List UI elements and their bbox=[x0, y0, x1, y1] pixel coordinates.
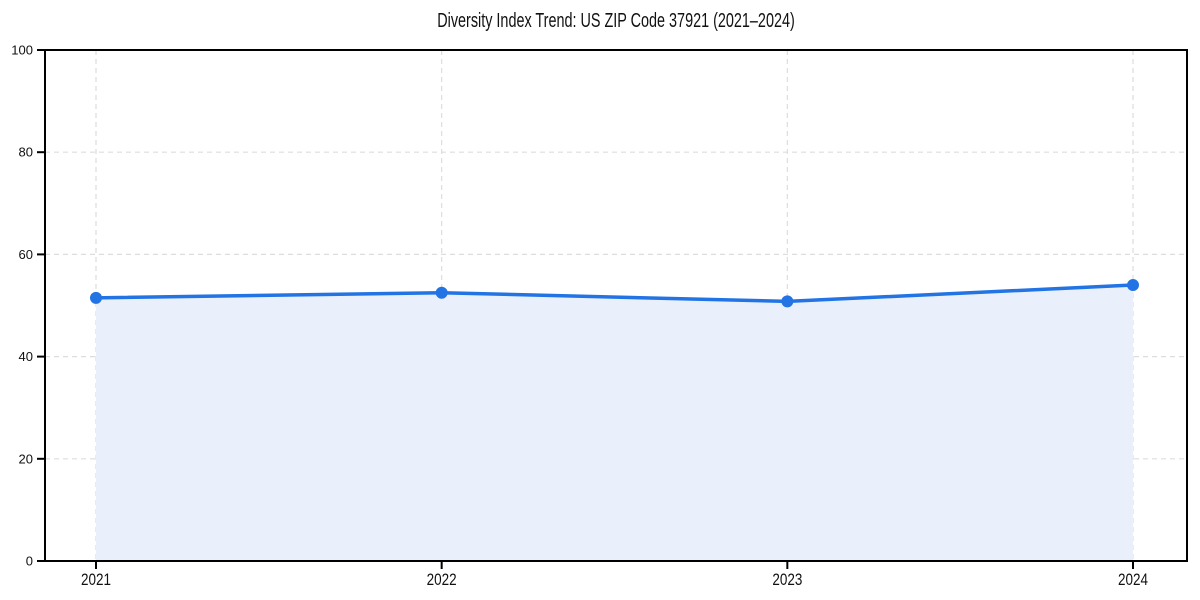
y-tick-label: 100 bbox=[11, 43, 33, 58]
x-tick-label: 2024 bbox=[1118, 570, 1148, 589]
data-point-2021 bbox=[90, 291, 102, 304]
y-tick-label: 80 bbox=[19, 145, 33, 160]
y-tick-label: 20 bbox=[19, 451, 33, 466]
x-tick-label: 2022 bbox=[427, 570, 457, 589]
data-point-2023 bbox=[781, 295, 794, 308]
y-tick-label: 40 bbox=[19, 349, 33, 364]
plot-border bbox=[44, 49, 1188, 562]
data-point-2024 bbox=[1127, 279, 1139, 292]
trend-line bbox=[94, 283, 1135, 304]
x-tick-label: 2021 bbox=[81, 570, 111, 589]
data-point-2022 bbox=[435, 286, 448, 299]
x-tick-label: 2023 bbox=[772, 570, 802, 589]
y-tick-label: 60 bbox=[19, 247, 33, 262]
chart-title: Diversity Index Trend: US ZIP Code 37921… bbox=[437, 10, 795, 32]
y-tick-label: 0 bbox=[26, 554, 33, 569]
area-fill bbox=[96, 285, 1133, 561]
